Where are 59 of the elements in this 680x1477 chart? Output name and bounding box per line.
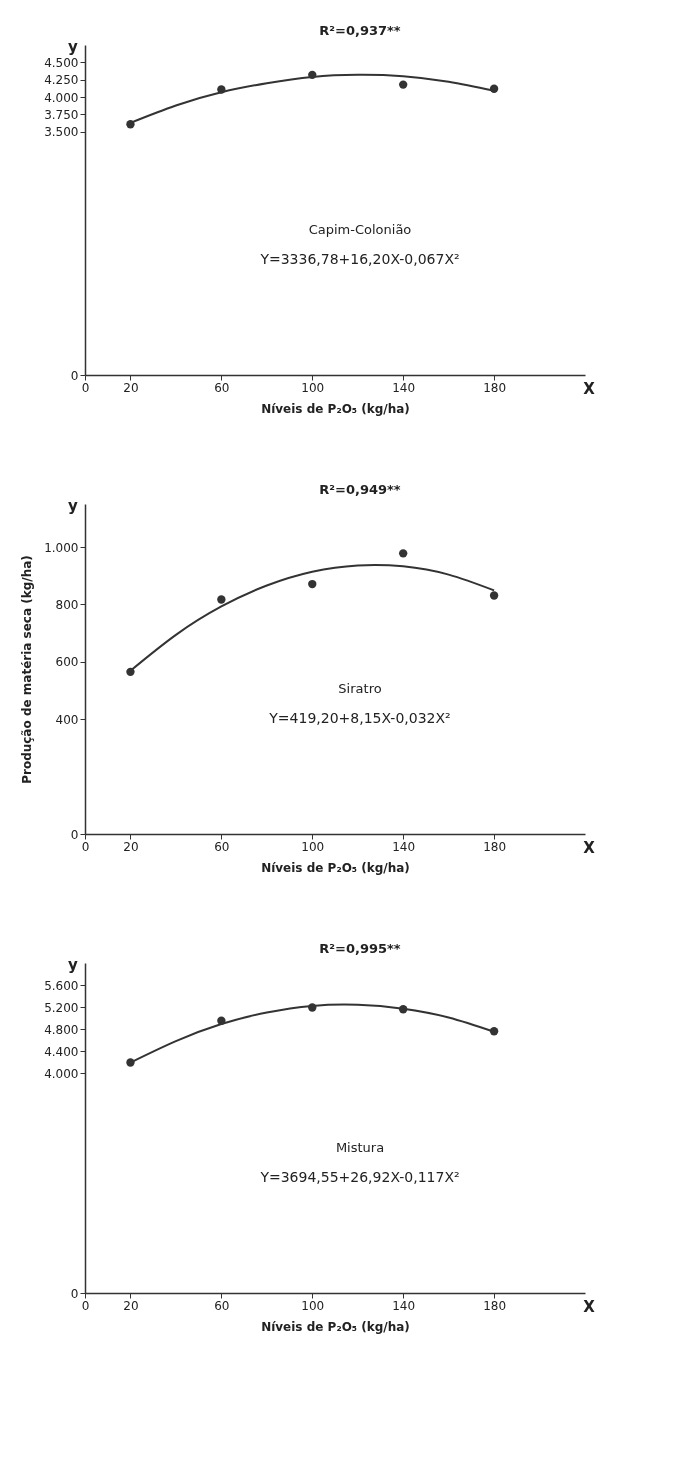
x-tick-label: 60 bbox=[214, 1298, 230, 1313]
y-tick-label: 0 bbox=[70, 368, 79, 383]
x-tick-label: 140 bbox=[392, 839, 416, 854]
y-tick-label: 1.000 bbox=[44, 540, 79, 555]
x-tick-label: 180 bbox=[483, 839, 507, 854]
x-tick-label: 60 bbox=[214, 839, 230, 854]
x-tick-label: 100 bbox=[301, 839, 325, 854]
y-tick-label: 400 bbox=[55, 712, 79, 727]
y-tick-label: 4.000 bbox=[44, 1066, 79, 1081]
text: R²=0,937** bbox=[319, 23, 401, 38]
y-tick-label: 5.200 bbox=[44, 1000, 79, 1015]
x-axis-title: Níveis de P₂O₅ (kg/ha) bbox=[261, 401, 410, 416]
x-tick-label: 20 bbox=[123, 839, 139, 854]
text: X bbox=[583, 380, 596, 398]
x-tick-label: 140 bbox=[392, 380, 416, 395]
x-tick-label: 140 bbox=[392, 1298, 416, 1313]
x-tick-label: 0 bbox=[81, 839, 90, 854]
point bbox=[399, 549, 408, 558]
annotation: Y=3694,55+26,92X-0,117X² bbox=[259, 1168, 460, 1185]
y-tick-label: 4.800 bbox=[44, 1022, 79, 1037]
y-axis-title: Produção de matéria seca (kg/ha) bbox=[20, 555, 35, 784]
annotation: Y=419,20+8,15X-0,032X² bbox=[268, 709, 451, 726]
point bbox=[217, 595, 226, 604]
x-tick-label: 180 bbox=[483, 1298, 507, 1313]
text: y bbox=[68, 956, 79, 974]
y-tick-label: 0 bbox=[70, 827, 79, 842]
x-tick-label: 100 bbox=[301, 1298, 325, 1313]
point bbox=[308, 579, 317, 589]
y-tick-label: 3.500 bbox=[44, 125, 79, 140]
text: X bbox=[583, 839, 596, 857]
y-tick-label: 4.250 bbox=[44, 73, 79, 88]
y-tick-label: 800 bbox=[55, 597, 79, 612]
y-tick-label: 600 bbox=[55, 655, 79, 670]
text: y bbox=[68, 497, 79, 515]
annotation: Siratro bbox=[338, 680, 382, 696]
x-axis-title: Níveis de P₂O₅ (kg/ha) bbox=[261, 1319, 410, 1334]
y-tick-label: 5.600 bbox=[44, 978, 79, 993]
point bbox=[399, 80, 408, 89]
x-tick-label: 0 bbox=[81, 1298, 90, 1313]
y-tick-label: 0 bbox=[70, 1286, 79, 1301]
annotation: Capim-Colonião bbox=[308, 221, 412, 237]
annotation: Mistura bbox=[335, 1139, 385, 1155]
x-tick-label: 20 bbox=[123, 1298, 139, 1313]
x-tick-label: 180 bbox=[483, 380, 507, 395]
text: y bbox=[68, 38, 79, 56]
y-tick-label: 4.500 bbox=[44, 55, 79, 70]
text: X bbox=[583, 1298, 596, 1316]
x-tick-label: 20 bbox=[123, 380, 139, 395]
x-axis-title: Níveis de P₂O₅ (kg/ha) bbox=[261, 860, 410, 875]
text: R²=0,995** bbox=[319, 941, 401, 956]
x-tick-label: 100 bbox=[301, 380, 325, 395]
x-tick-label: 60 bbox=[214, 380, 230, 395]
text: R²=0,949** bbox=[319, 482, 401, 497]
y-tick-label: 4.000 bbox=[44, 90, 79, 105]
x-tick-label: 0 bbox=[81, 380, 90, 395]
point bbox=[489, 591, 499, 600]
y-tick-label: 3.750 bbox=[44, 107, 79, 122]
y-tick-label: 4.400 bbox=[44, 1044, 79, 1059]
annotation: Y=3336,78+16,20X-0,067X² bbox=[259, 250, 460, 267]
